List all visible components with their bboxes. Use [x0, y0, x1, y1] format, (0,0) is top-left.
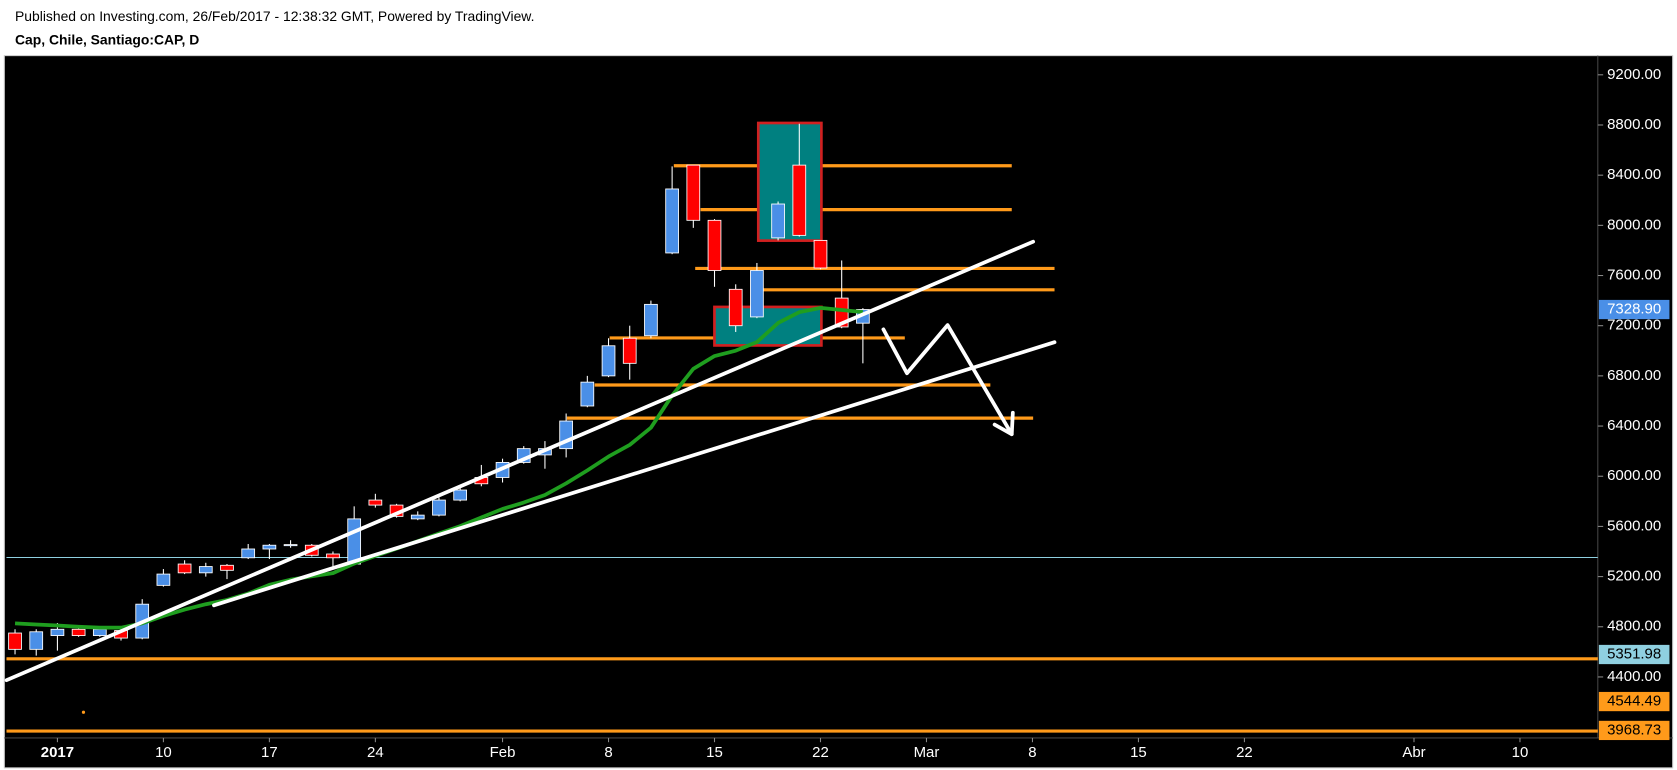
marks: [6, 123, 1598, 733]
candle-body: [410, 514, 425, 520]
y-tick-label: 6000.00: [1607, 467, 1661, 484]
candle-body: [707, 219, 722, 271]
y-tick-label: 8800.00: [1607, 116, 1661, 133]
arrow-head: [992, 410, 1015, 437]
candle-body: [813, 239, 828, 269]
price-label-box: [1598, 691, 1670, 712]
trendline: [212, 340, 1057, 608]
y-tick-label: 9200.00: [1607, 66, 1661, 83]
y-tick-label: 6400.00: [1607, 417, 1661, 434]
support-resistance-lines: [566, 164, 1055, 420]
y-tick-label: 7200.00: [1607, 317, 1661, 334]
x-tick-label: Feb: [490, 744, 516, 761]
candle-body: [29, 631, 44, 650]
candle-body: [262, 544, 277, 550]
last-price-box: [1598, 299, 1670, 320]
highlight-box: [756, 121, 823, 242]
candle-body: [728, 288, 743, 327]
x-tick-label: 2017: [41, 744, 74, 761]
candle-body: [665, 188, 679, 254]
x-tick-label: 24: [367, 744, 384, 761]
candle-body: [622, 337, 637, 364]
candle-body: [92, 628, 107, 636]
price-label-box: [1598, 720, 1670, 741]
candle-body: [71, 628, 86, 636]
price-label-box: [1598, 644, 1670, 665]
marker-dot: [81, 710, 86, 714]
candle-body: [50, 628, 65, 636]
candle-body: [177, 563, 192, 574]
trendlines: [4, 239, 1057, 683]
candle-body: [326, 553, 340, 559]
trendline: [4, 239, 1036, 683]
x-tick-label: Abr: [1402, 744, 1425, 761]
candle-body: [8, 632, 22, 650]
price-label: 3968.73: [1607, 721, 1661, 738]
y-tick-label: 7600.00: [1607, 266, 1661, 283]
price-label: 4544.49: [1607, 693, 1661, 710]
candle-body: [156, 573, 171, 586]
x-tick-label: 15: [706, 744, 723, 761]
candle-body: [453, 489, 467, 501]
candle-body: [686, 164, 701, 221]
x-tick-label: 8: [604, 744, 612, 761]
y-tick-label: 5600.00: [1607, 517, 1661, 534]
y-tick-label: 8000.00: [1607, 216, 1661, 233]
x-tick-label: 17: [261, 744, 278, 761]
chart-subtitle: Published on Investing.com, 26/Feb/2017 …: [15, 8, 534, 24]
x-tick-label: 15: [1130, 744, 1147, 761]
chart-title: Cap, Chile, Santiago:CAP, D: [15, 31, 199, 47]
x-tick-label: 10: [1512, 744, 1529, 761]
user-drawings: [566, 121, 1055, 420]
x-tick-label: 10: [155, 744, 172, 761]
candle-body: [368, 499, 383, 506]
candle-body: [792, 164, 807, 236]
y-tick-label: 4800.00: [1607, 618, 1661, 635]
y-tick-label: 5200.00: [1607, 568, 1661, 585]
y-tick-label: 6800.00: [1607, 367, 1661, 384]
candle-body: [241, 548, 256, 559]
x-tick-label: 22: [812, 744, 829, 761]
candle-body: [347, 518, 362, 565]
last-price-label: 7328.90: [1607, 300, 1661, 317]
forecast-arrow: [881, 323, 1014, 437]
x-tick-label: 8: [1028, 744, 1036, 761]
candle-body: [644, 303, 658, 337]
x-tick-label: 22: [1236, 744, 1253, 761]
candle-body: [220, 564, 234, 571]
y-tick-label: 4400.00: [1607, 668, 1661, 685]
price-label: 5351.98: [1607, 645, 1661, 662]
candle-body: [771, 203, 785, 239]
candle-body: [283, 544, 298, 547]
candle-body: [198, 566, 213, 574]
candle-body: [750, 270, 764, 318]
candle-body: [432, 499, 446, 516]
candle-body: [601, 345, 616, 377]
x-tick-label: Mar: [914, 744, 940, 761]
y-tick-label: 8400.00: [1607, 166, 1661, 183]
candle-body: [580, 381, 595, 407]
